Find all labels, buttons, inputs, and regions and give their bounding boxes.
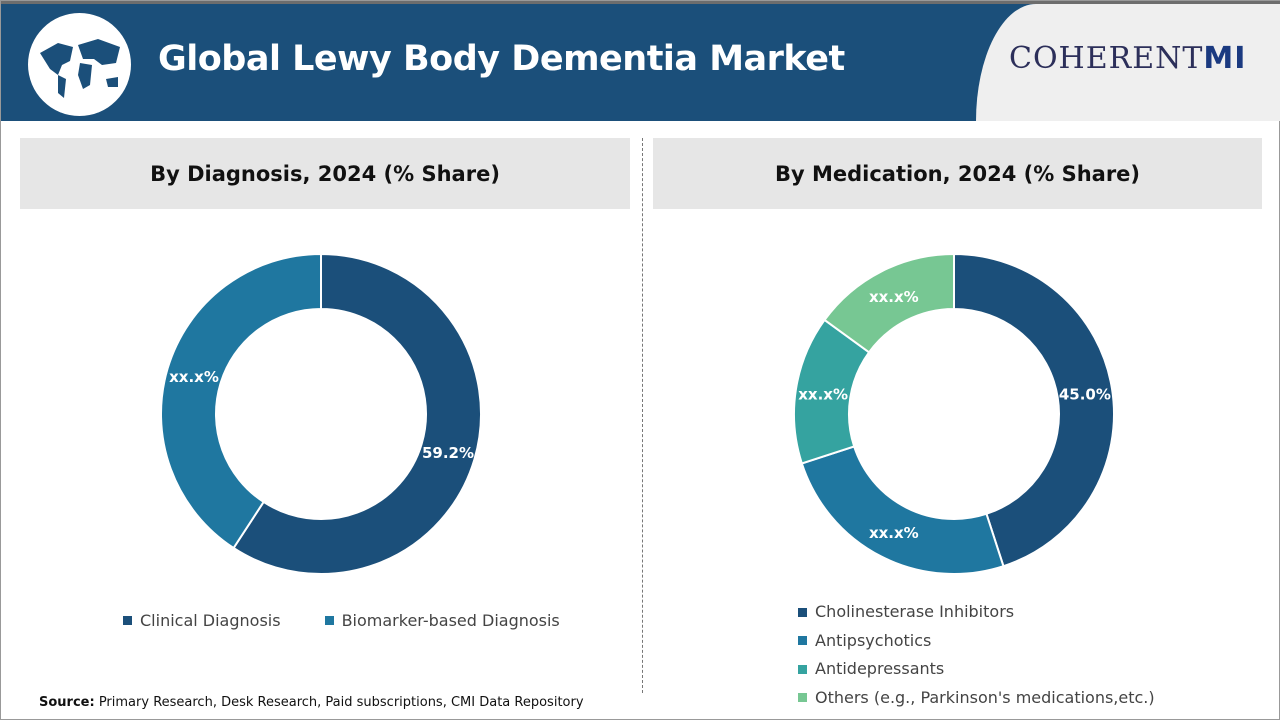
- legend-swatch: [798, 693, 807, 703]
- legend-swatch: [798, 664, 807, 674]
- legend-swatch: [324, 616, 334, 625]
- legend-item: Clinical Diagnosis: [123, 611, 281, 630]
- legend-label: Cholinesterase Inhibitors: [815, 602, 1015, 621]
- donut-slice: [800, 445, 1005, 575]
- data-label: xx.x%: [169, 368, 219, 386]
- legend-swatch: [123, 616, 132, 625]
- legend-item: Antipsychotics: [798, 627, 1155, 656]
- legend-item: Others (e.g., Parkinson's medications,et…: [798, 684, 1155, 713]
- diagnosis-chart-title: By Diagnosis, 2024 (% Share): [20, 138, 630, 209]
- data-label: 45.0%: [1059, 385, 1111, 403]
- diagnosis-legend: Clinical Diagnosis Biomarker-based Diagn…: [123, 611, 560, 630]
- brand-wordmark: Coherent: [1009, 41, 1204, 76]
- brand-logo: CoherentMI: [1009, 41, 1246, 76]
- legend-swatch: [798, 636, 807, 646]
- medication-chart-title: By Medication, 2024 (% Share): [653, 138, 1262, 209]
- page-title: Global Lewy Body Dementia Market: [158, 39, 845, 79]
- logo-area: [976, 4, 1280, 121]
- donut-slice: [953, 252, 1115, 568]
- top-border: [1, 1, 1280, 4]
- medication-legend: Cholinesterase Inhibitors Antipsychotics…: [798, 598, 1155, 712]
- legend-item: Cholinesterase Inhibitors: [798, 598, 1155, 627]
- legend-label: Clinical Diagnosis: [140, 611, 281, 630]
- legend-item: Antidepressants: [798, 655, 1155, 684]
- donut-slice: [232, 252, 482, 575]
- donut-slice: [823, 252, 955, 354]
- legend-label: Others (e.g., Parkinson's medications,et…: [815, 687, 1155, 707]
- legend-swatch: [798, 607, 807, 617]
- data-label: xx.x%: [869, 288, 919, 306]
- data-label: xx.x%: [798, 385, 848, 403]
- legend-item: Biomarker-based Diagnosis: [324, 611, 560, 630]
- donut-slice: [160, 252, 322, 550]
- globe-icon: [28, 13, 131, 116]
- panel-divider: [642, 138, 643, 693]
- legend-label: Antidepressants: [815, 659, 945, 678]
- legend-label: Antipsychotics: [815, 630, 932, 650]
- data-label: xx.x%: [869, 524, 919, 542]
- source-note: Source: Primary Research, Desk Research,…: [39, 695, 584, 710]
- legend-label: Biomarker-based Diagnosis: [341, 611, 560, 630]
- data-label: 59.2%: [422, 444, 474, 462]
- brand-mi: MI: [1203, 41, 1247, 76]
